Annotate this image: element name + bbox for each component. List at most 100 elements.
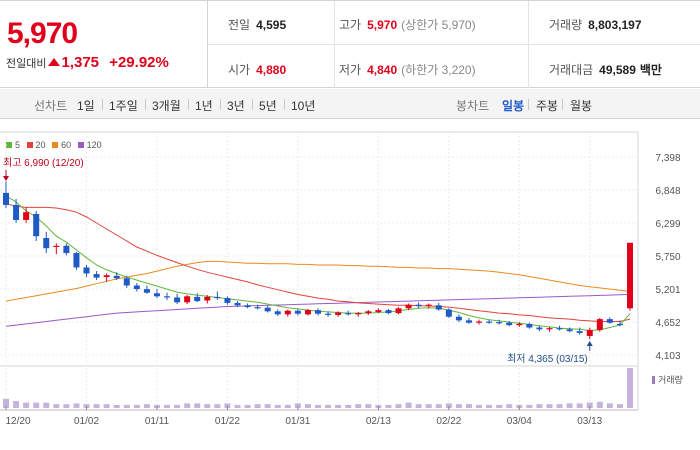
candle-body	[335, 312, 342, 315]
volume-bar	[43, 402, 50, 408]
prev-close-label: 전일	[228, 18, 251, 32]
volume-bar	[63, 404, 70, 408]
ma5-label: 5	[15, 140, 21, 150]
candle-body	[214, 296, 221, 299]
candle-body	[264, 307, 271, 312]
open-price: 시가 4,880	[228, 61, 286, 78]
candle-body	[153, 293, 160, 297]
candle-body	[123, 278, 130, 286]
low-label: 저가	[339, 63, 362, 77]
volume-bar	[385, 404, 392, 408]
volume-bar	[315, 404, 321, 408]
volume-bar	[596, 401, 603, 408]
volume-bar	[476, 404, 483, 408]
volume-bar	[496, 404, 503, 408]
tab-3m[interactable]: 3개월	[152, 99, 181, 113]
volume-bar	[455, 404, 462, 408]
volume-bar	[244, 404, 251, 408]
volume-bar	[103, 404, 110, 408]
volume-bar	[586, 402, 593, 408]
change-label: 전일대비	[6, 58, 47, 70]
volume: 거래량 8,803,197	[549, 16, 642, 33]
candle-body	[455, 316, 462, 321]
candle-body	[405, 304, 412, 309]
volume-bar	[486, 404, 493, 408]
volume-bar	[284, 404, 291, 408]
volume-value: 8,803,197	[588, 18, 642, 32]
tab-1w[interactable]: 1주일	[109, 99, 138, 113]
tab-separator	[528, 99, 529, 110]
candle-body	[415, 304, 422, 306]
candle-body	[506, 322, 513, 326]
tab-weekly[interactable]: 주봉	[536, 99, 559, 113]
tab-5y[interactable]: 5년	[259, 99, 277, 113]
y-tick-label: 6,848	[655, 186, 680, 197]
volume-bar	[606, 403, 613, 408]
volume-swatch	[652, 376, 655, 384]
trade-amount-unit: 백만	[639, 63, 662, 77]
y-tick-label: 5,750	[655, 252, 680, 263]
high-value: 5,970	[367, 18, 398, 32]
candle-body	[294, 310, 301, 314]
volume-bar	[576, 403, 583, 408]
up-arrow-icon	[48, 58, 61, 66]
change-row: 전일대비 1,375 +29.92%	[6, 54, 169, 71]
high-arrow-head	[3, 176, 9, 181]
volume-bar	[355, 404, 362, 408]
candle-body	[143, 289, 150, 293]
candle-body	[556, 328, 563, 330]
ma60-line	[5, 260, 631, 302]
ma5-swatch	[6, 142, 12, 148]
volume-bar	[345, 404, 352, 408]
y-tick-label: 6,299	[655, 219, 680, 230]
volume-bar	[164, 404, 171, 408]
tab-10y[interactable]: 10년	[291, 99, 316, 113]
trade-amount-label: 거래대금	[549, 63, 594, 77]
volume-bar	[325, 404, 332, 408]
x-tick-label: 12/20	[5, 416, 30, 427]
tab-monthly[interactable]: 월봉	[570, 99, 593, 113]
candle-body	[83, 267, 90, 274]
tab-1d[interactable]: 1일	[77, 99, 95, 113]
volume-bar	[526, 404, 533, 408]
candle-body	[254, 307, 261, 309]
x-tick-label: 01/02	[74, 416, 99, 427]
candle-body	[224, 298, 231, 303]
volume-bar	[204, 404, 211, 408]
open-label: 시가	[228, 63, 251, 77]
ma60-label: 60	[61, 140, 72, 150]
volume-bar	[566, 403, 573, 408]
volume-bar	[23, 402, 30, 408]
ma20-label: 20	[35, 140, 46, 150]
ma120-label: 120	[86, 140, 102, 150]
candle-body	[194, 296, 201, 302]
y-tick-label: 7,398	[655, 153, 680, 164]
candle-body	[204, 296, 211, 301]
lower-limit: (하한가 3,220)	[401, 63, 476, 77]
tab-daily[interactable]: 일봉	[502, 99, 525, 113]
x-tick-label: 03/04	[507, 416, 532, 427]
volume-bar	[556, 404, 563, 408]
x-tick-label: 02/22	[436, 416, 461, 427]
prev-close: 전일 4,595	[228, 16, 286, 33]
volume-bar	[546, 404, 553, 408]
candle-body	[304, 310, 311, 315]
y-tick-label: 4,103	[655, 351, 680, 362]
tab-separator	[252, 99, 253, 110]
candle-body	[546, 328, 553, 330]
tab-separator	[102, 99, 103, 110]
volume-bar	[73, 403, 80, 408]
candle-body	[53, 245, 60, 248]
candle-body	[174, 297, 181, 303]
volume-bar	[93, 404, 100, 408]
volume-bar	[405, 402, 412, 408]
chart-tab-bar: 선차트 1일 1주일 3개월 1년 3년 5년 10년 봉차트 일봉 주봉 월봉	[0, 89, 700, 119]
candle-body	[274, 311, 281, 315]
high-price: 고가 5,970 (상한가 5,970)	[339, 16, 476, 33]
volume-bar	[616, 404, 623, 408]
x-tick-label: 02/13	[366, 416, 391, 427]
tab-3y[interactable]: 3년	[227, 99, 245, 113]
tab-1y[interactable]: 1년	[195, 99, 213, 113]
ma60-swatch	[52, 142, 59, 148]
